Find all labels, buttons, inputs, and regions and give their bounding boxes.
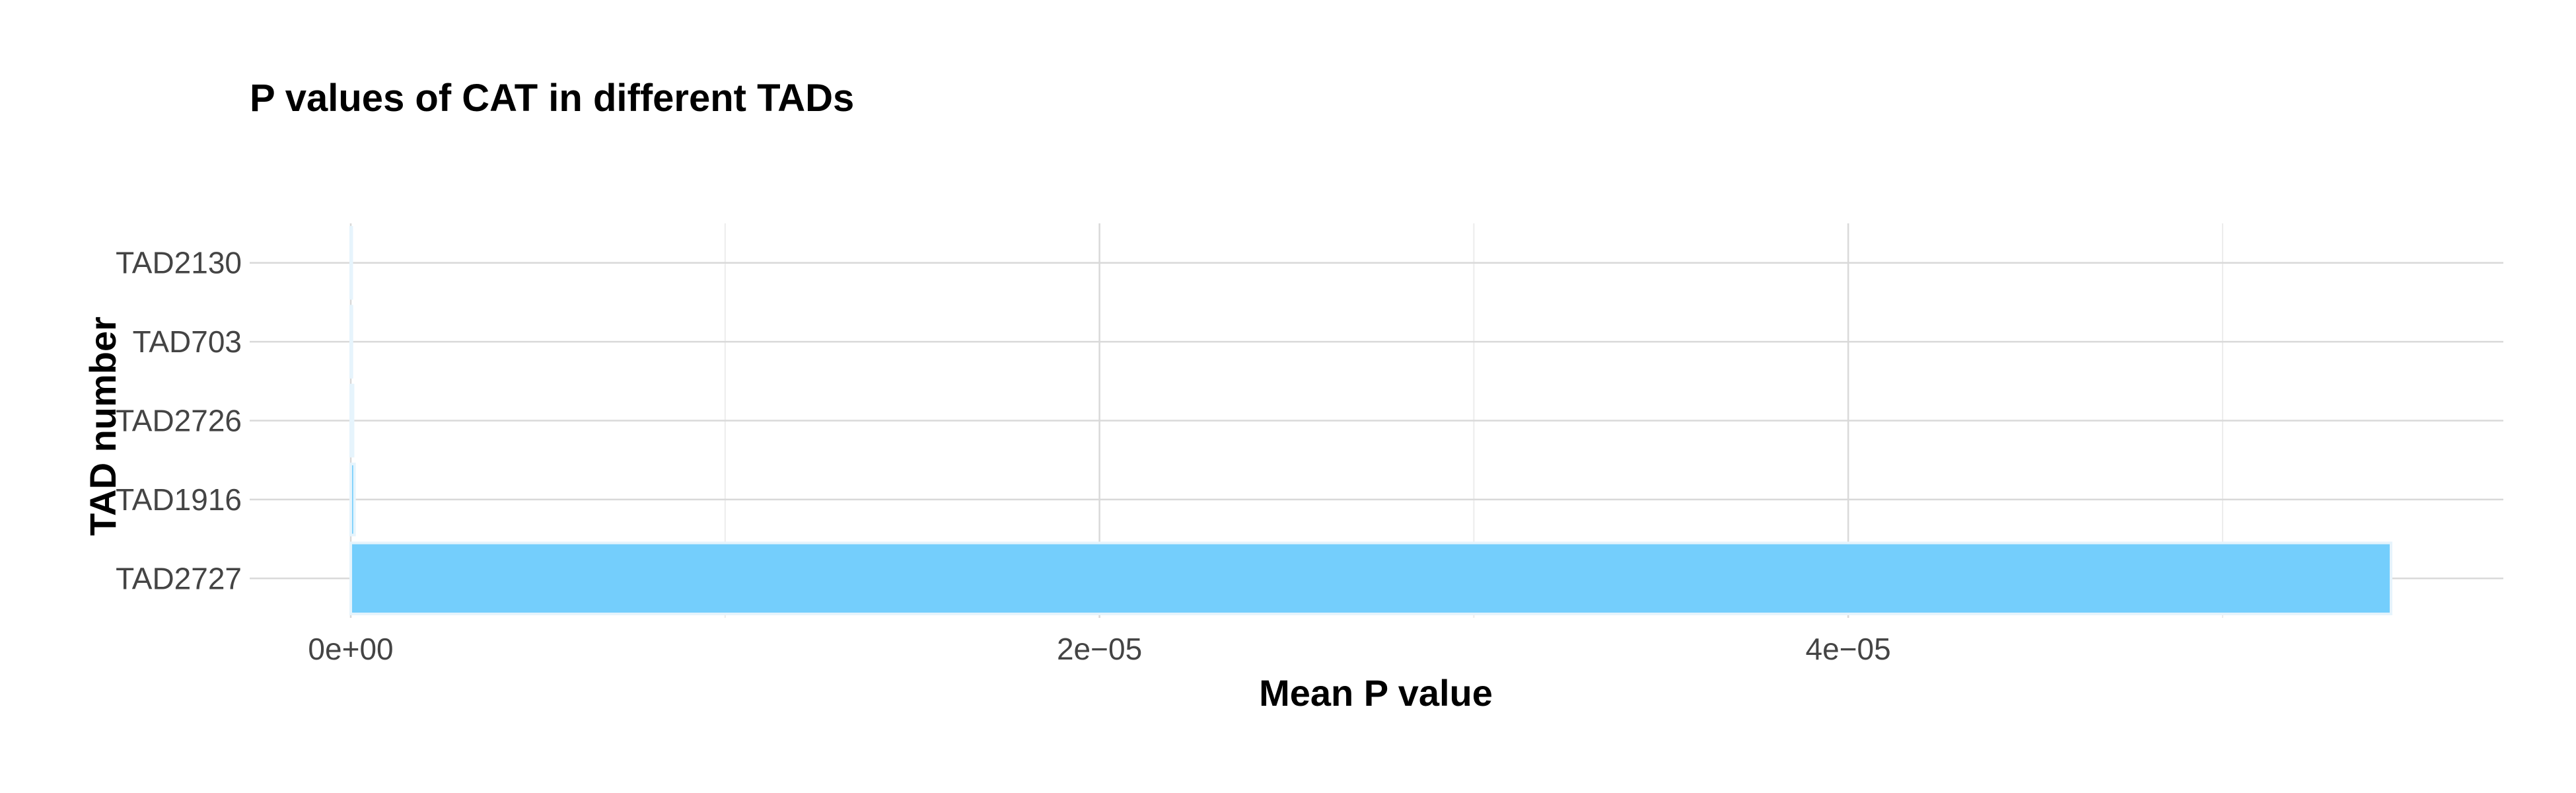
y-axis-title: TAD number [82, 317, 124, 536]
bar-tad703 [349, 305, 353, 379]
bar-tad2726 [349, 383, 355, 458]
bar-tad2727 [349, 541, 2392, 616]
x-tick-label: 4e−05 [1806, 632, 1891, 666]
chart-title: P values of CAT in different TADs [250, 77, 854, 120]
y-tick-label: TAD2130 [116, 246, 242, 280]
bar-tad1916 [349, 463, 356, 537]
y-tick-label: TAD2727 [116, 561, 242, 595]
x-tick-label: 0e+00 [308, 632, 393, 666]
label-layer: TAD2727 TAD1916 TAD2726 TAD703 TAD2130 0e+00 2… [116, 246, 1891, 666]
y-tick-label: TAD2726 [116, 404, 242, 438]
y-tick-label: TAD703 [133, 324, 242, 359]
bar-tad2130 [349, 225, 353, 300]
y-tick-label: TAD1916 [116, 482, 242, 517]
x-axis-title: Mean P value [1259, 672, 1493, 714]
x-tick-label: 2e−05 [1057, 632, 1142, 666]
bar-layer [349, 225, 2392, 616]
